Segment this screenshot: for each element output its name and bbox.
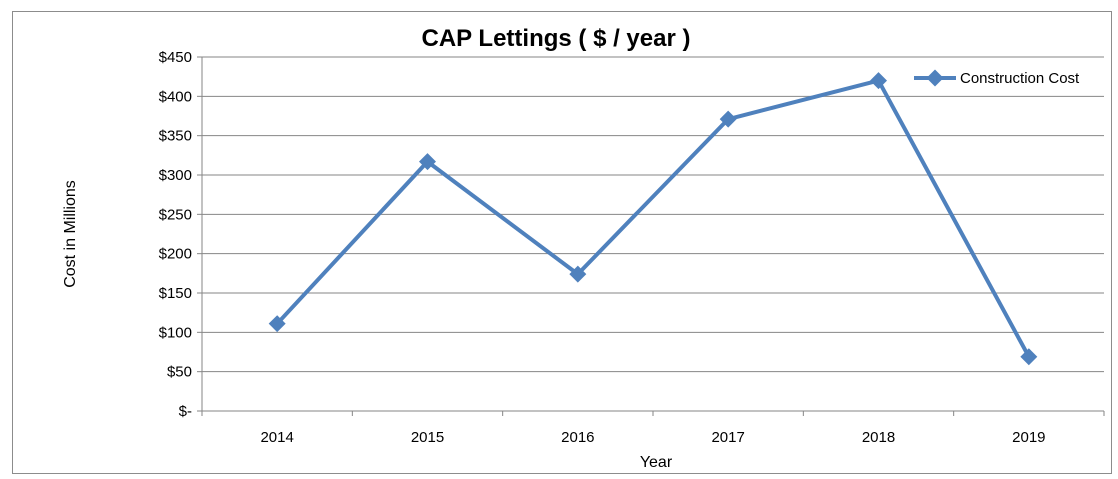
y-tick-label: $400 [159, 88, 192, 105]
y-tick-label: $350 [159, 128, 192, 145]
legend-marker-swatch [926, 69, 944, 87]
chart-title: CAP Lettings ( $ / year ) [422, 25, 691, 52]
data-point-2016 [569, 265, 587, 283]
x-tick-label: 2019 [1012, 429, 1045, 446]
y-tick-label: $250 [159, 206, 192, 223]
legend: Construction Cost [914, 69, 1080, 87]
data-point-2019 [1020, 348, 1038, 366]
series-construction-cost [268, 72, 1038, 366]
data-point-2018 [870, 72, 887, 90]
y-tick-label: $100 [159, 324, 192, 341]
data-point-2014 [268, 315, 286, 333]
x-tick-label: 2014 [260, 429, 293, 446]
x-tick-label: 2017 [711, 429, 744, 446]
data-point-2015 [419, 153, 436, 171]
y-tick-label: $- [179, 403, 192, 420]
x-axis-ticks: 2014 2015 2016 2017 2018 2019 [201, 411, 1105, 446]
y-tick-label: $50 [167, 364, 192, 381]
x-tick-label: 2015 [411, 429, 444, 446]
legend-label-construction-cost: Construction Cost [960, 70, 1080, 87]
y-axis-title: Cost in Millions [62, 180, 79, 288]
x-tick-label: 2016 [561, 429, 594, 446]
y-tick-label: $200 [159, 246, 192, 263]
data-point-2017 [719, 110, 737, 128]
y-tick-label: $150 [159, 285, 192, 302]
chart-frame [12, 11, 1112, 474]
gridlines [202, 56, 1104, 373]
x-axis-title: Year [640, 454, 673, 471]
x-tick-label: 2018 [862, 429, 895, 446]
y-tick-label: $300 [159, 167, 192, 184]
y-axis-ticks: $- $50 $100 $150 $200 $250 $300 $350 $400 $450 [159, 49, 202, 420]
y-tick-label: $450 [159, 49, 192, 66]
series-line [275, 78, 1031, 358]
